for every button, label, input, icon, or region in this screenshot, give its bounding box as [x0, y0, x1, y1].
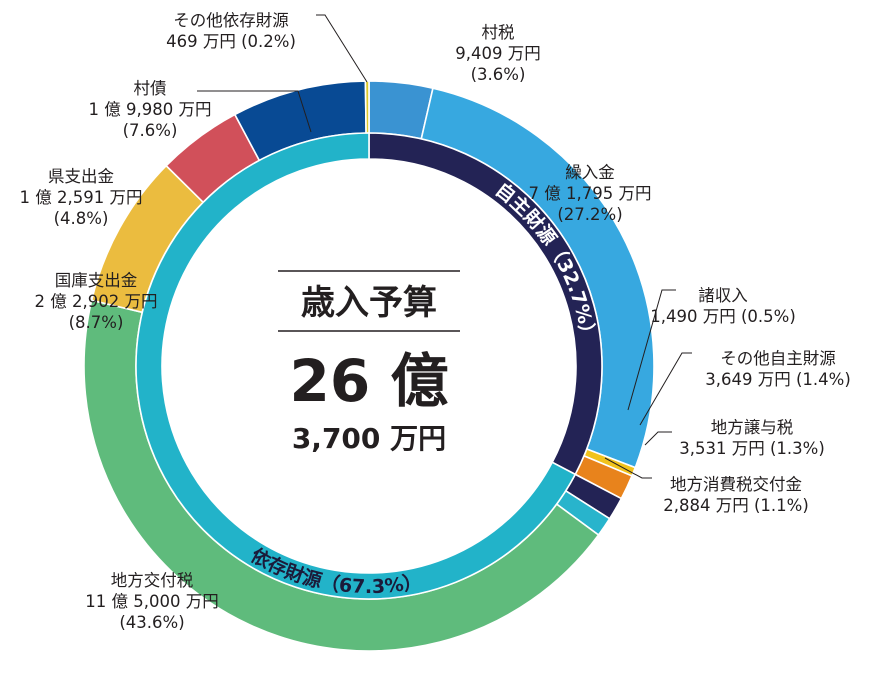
slice-label-10: その他依存財源 469 万円 (0.2%)	[166, 11, 296, 51]
center-hole	[162, 159, 576, 573]
slice-label-4-amount_pct: 3,531 万円 (1.3%)	[679, 439, 825, 458]
slice-labels: 村税 9,409 万円 (3.6%) 繰入金 7 億 1,795 万円 (27.2%) 諸収…	[20, 11, 851, 632]
slice-label-0-label: 村税	[482, 23, 515, 42]
slice-label-8: 県支出金 1 億 2,591 万円 (4.8%)	[20, 167, 143, 228]
leader-lines	[197, 14, 692, 479]
slice-label-7: 国庫支出金 2 億 2,902 万円 (8.7%)	[35, 271, 158, 332]
slice-10	[364, 80, 370, 134]
slice-label-10-amount_pct: 469 万円 (0.2%)	[166, 32, 296, 51]
slice-label-9-pct_text: (7.6%)	[123, 121, 178, 140]
leader-line-10	[316, 14, 368, 83]
slice-label-7-pct_text: (8.7%)	[69, 313, 124, 332]
slice-label-6: 地方交付税 11 億 5,000 万円 (43.6%)	[85, 571, 218, 632]
slice-label-5-amount_pct: 2,884 万円 (1.1%)	[663, 496, 809, 515]
slice-label-1-label: 繰入金	[565, 163, 615, 182]
slice-label-0-pct_text: (3.6%)	[471, 65, 526, 84]
slice-label-0: 村税 9,409 万円 (3.6%)	[455, 23, 540, 84]
slice-label-8-pct_text: (4.8%)	[54, 209, 109, 228]
slice-label-1: 繰入金 7 億 1,795 万円 (27.2%)	[529, 163, 652, 224]
slice-label-6-amount: 11 億 5,000 万円	[85, 592, 218, 611]
center-summary: 歳入予算 26 億 3,700 万円	[278, 270, 460, 455]
slice-label-5: 地方消費税交付金 2,884 万円 (1.1%)	[663, 475, 809, 515]
slice-label-1-amount: 7 億 1,795 万円	[529, 184, 652, 203]
slice-label-2: 諸収入 1,490 万円 (0.5%)	[650, 286, 796, 326]
chart-title: 歳入予算	[301, 283, 437, 323]
slice-label-3: その他自主財源 3,649 万円 (1.4%)	[705, 349, 851, 389]
leader-line-4	[644, 431, 672, 446]
slice-label-7-label: 国庫支出金	[55, 271, 138, 290]
slice-label-0-amount: 9,409 万円	[455, 44, 540, 63]
slice-label-4: 地方譲与税 3,531 万円 (1.3%)	[679, 418, 825, 458]
leader-line-3	[639, 352, 692, 426]
slice-label-1-pct_text: (27.2%)	[557, 205, 622, 224]
slice-label-5-label: 地方消費税交付金	[670, 475, 803, 494]
slice-label-6-label: 地方交付税	[111, 571, 194, 590]
slice-label-6-pct_text: (43.6%)	[119, 613, 184, 632]
slice-label-2-label: 諸収入	[698, 286, 748, 305]
leader-line-9	[197, 90, 312, 133]
slice-label-8-amount: 1 億 2,591 万円	[20, 188, 143, 207]
slice-label-8-label: 県支出金	[48, 167, 115, 186]
slice-label-4-label: 地方譲与税	[711, 418, 794, 437]
slice-label-9-label: 村債	[134, 79, 167, 98]
slice-label-9-amount: 1 億 9,980 万円	[89, 100, 212, 119]
leader-line-2	[627, 289, 676, 411]
leader-line-5	[604, 457, 652, 479]
slice-label-10-label: その他依存財源	[173, 11, 289, 30]
slice-label-3-label: その他自主財源	[720, 349, 836, 368]
total-sub-value: 3,700 万円	[292, 422, 446, 455]
slice-label-9: 村債 1 億 9,980 万円 (7.6%)	[89, 79, 212, 140]
slice-label-7-amount: 2 億 2,902 万円	[35, 292, 158, 311]
slice-label-2-amount_pct: 1,490 万円 (0.5%)	[650, 307, 796, 326]
slice-label-3-amount_pct: 3,649 万円 (1.4%)	[705, 370, 851, 389]
total-value: 26 億	[290, 347, 449, 415]
